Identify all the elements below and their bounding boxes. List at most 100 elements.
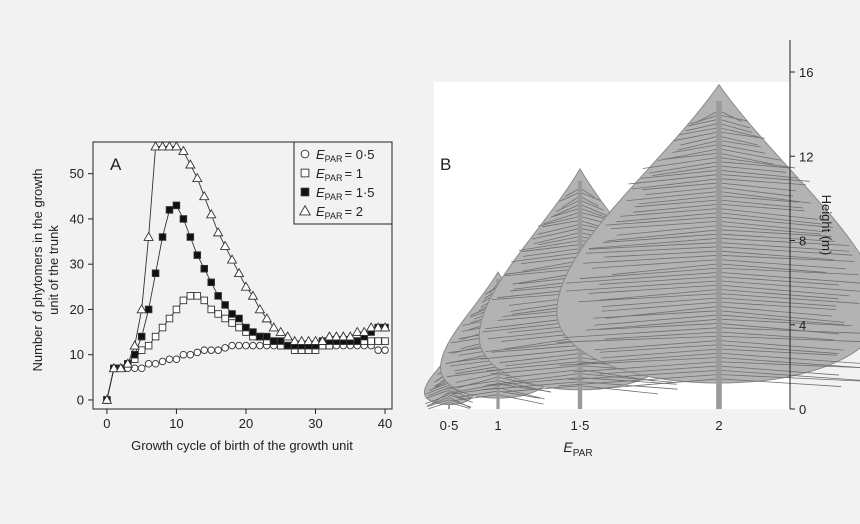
tree-branch	[598, 323, 720, 330]
legend-label: EPAR = 1	[316, 166, 363, 183]
tree-branch	[718, 378, 842, 387]
data-point	[137, 364, 146, 373]
data-point	[303, 335, 314, 345]
tree-branch	[502, 385, 581, 393]
data-point	[200, 264, 209, 273]
tree-branch	[505, 369, 581, 379]
data-point	[179, 350, 188, 359]
tree-branch	[718, 306, 833, 317]
tree-branch	[718, 157, 796, 169]
panel-a-frame	[92, 141, 393, 410]
data-point	[317, 335, 328, 345]
tree-branch	[605, 216, 720, 226]
tree-branch	[689, 114, 720, 125]
panel-b: B 0·5 1 1·5 2 0 4 8 12 16 Height (m) EPAR	[423, 40, 860, 459]
tree-branch	[565, 187, 581, 197]
tree-branch	[482, 381, 581, 391]
data-point	[310, 335, 321, 345]
tree-branch	[677, 139, 720, 151]
tree-branch	[664, 152, 720, 160]
data-point	[186, 233, 195, 241]
tree-branch	[718, 237, 850, 246]
data-point	[164, 141, 175, 151]
data-point	[200, 296, 209, 305]
tree-branch	[454, 362, 499, 372]
tree-branch	[718, 310, 845, 323]
data-point	[235, 314, 243, 323]
tree-branch	[718, 280, 860, 292]
legend-item: EPAR = 1	[300, 166, 363, 183]
data-point	[221, 301, 229, 309]
tree-branch	[497, 394, 544, 405]
data-point	[374, 337, 382, 345]
tree-branch	[685, 122, 720, 132]
tree-branch	[673, 131, 720, 142]
tree-branch	[606, 229, 720, 242]
x-tick-label: 0	[103, 416, 110, 431]
tree-branch	[610, 220, 720, 230]
tree-branch	[427, 396, 450, 407]
tree-branch	[483, 377, 581, 387]
x-tick-label: 40	[378, 416, 392, 431]
data-point	[212, 227, 224, 237]
data-point	[144, 341, 153, 350]
tree-branch	[718, 169, 798, 179]
tree-branch	[718, 323, 840, 335]
data-point	[158, 357, 167, 366]
data-point	[365, 322, 377, 332]
tree-branch	[718, 297, 836, 307]
data-point	[283, 341, 292, 350]
data-point	[144, 359, 153, 368]
tree-branch	[718, 127, 760, 138]
tree-branch	[566, 280, 720, 292]
tree-branch	[579, 191, 601, 202]
panel-b-label: B	[440, 155, 451, 174]
data-point	[186, 292, 195, 300]
tree-branch	[718, 314, 845, 326]
data-point	[137, 332, 146, 341]
panel-a-ticks: 0 10 20 30 40 0 10 20 30 40 50	[70, 166, 393, 431]
data-point	[157, 141, 168, 151]
tree-branch	[448, 389, 472, 399]
tree-branch	[632, 178, 720, 190]
tree-branch	[718, 208, 818, 220]
tree-branch	[568, 369, 720, 381]
tree-branch	[591, 259, 720, 269]
data-point	[249, 328, 257, 336]
tree-branch	[718, 233, 836, 242]
legend-item: EPAR = 0·5	[300, 147, 375, 164]
tree-branch	[640, 169, 720, 179]
tree-branch	[553, 203, 581, 217]
tree-category-label: 1·5	[571, 418, 590, 433]
tree-branch	[718, 369, 860, 381]
legend-marker	[300, 149, 310, 159]
panel-a: A 0 10 20 30 40 0 10 20 30 40 50 Growth cycle of b…	[30, 141, 393, 453]
tree-branch	[718, 191, 811, 204]
tree-branch	[718, 110, 742, 122]
data-point	[345, 331, 356, 341]
tree-branch	[559, 357, 720, 366]
tree-branch	[511, 252, 581, 263]
tree-branch	[543, 211, 581, 225]
tree-branch	[563, 327, 720, 339]
panel-a-series	[101, 141, 391, 404]
tree-branch	[641, 182, 720, 191]
data-point	[115, 362, 127, 373]
tree-branch	[522, 244, 581, 252]
tree-category-label: 2	[715, 418, 722, 433]
panel-b-height-axis: 0 4 8 12 16	[789, 40, 813, 417]
tree-branch	[599, 276, 720, 285]
tree-branch	[718, 246, 853, 256]
tree-branch	[444, 380, 499, 390]
tree-branch	[600, 348, 720, 359]
tree-branch	[588, 237, 720, 249]
data-point	[242, 341, 250, 350]
tree-branch	[559, 191, 581, 202]
data-point	[207, 305, 215, 314]
tree-branch	[620, 208, 720, 217]
data-point	[276, 337, 285, 345]
tree-branch	[561, 195, 581, 208]
tree-branch	[601, 301, 720, 312]
tree-branch	[428, 382, 450, 391]
panel-b-xlabel: EPAR	[563, 439, 592, 459]
